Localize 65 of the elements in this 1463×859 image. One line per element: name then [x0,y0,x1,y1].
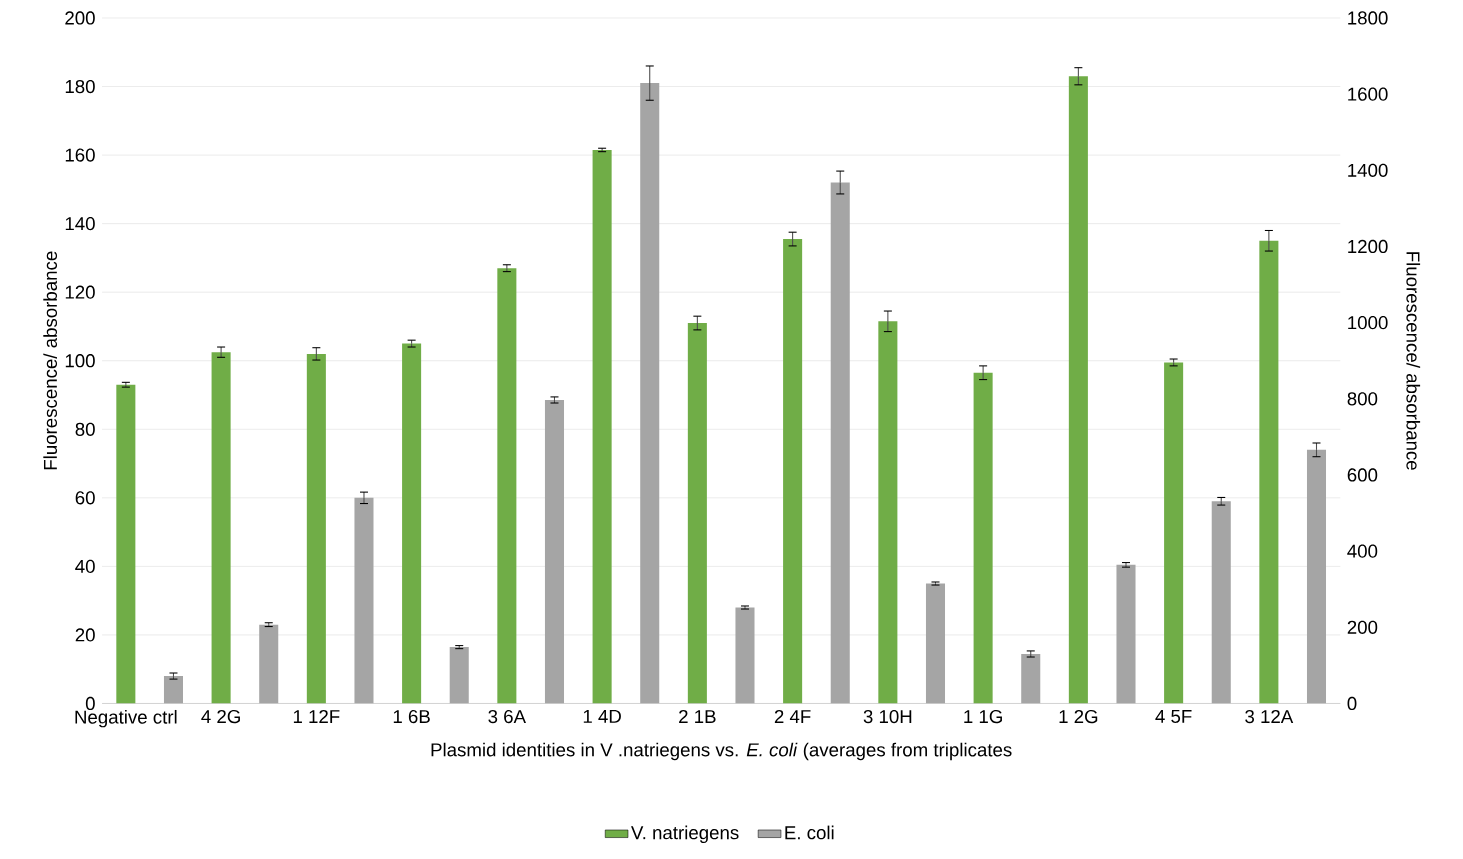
bar [973,372,993,704]
bar [354,497,374,704]
y2-tick-label: 1400 [1348,163,1388,178]
bar [1211,501,1231,704]
y2-tick-label: 1000 [1348,316,1388,330]
legend-label: V. natriegens [631,825,739,844]
x-tick-label: 2 4F [774,710,811,724]
y2-tick-label: 400 [1347,544,1378,558]
bar [259,624,279,704]
x-tick-label: 1 12F [293,710,340,724]
x-tick-label: 4 2G [201,710,240,724]
bar [687,323,707,704]
y-tick-label: 200 [65,11,95,25]
y2-tick-label: 200 [1347,620,1378,635]
y-tick-label: 160 [65,148,95,162]
bar [163,676,183,704]
bar [592,150,612,704]
x-axis-title: Plasmid identities in V .natriegens vs. E. coli (averages from triplicates [431,742,1012,761]
bar [1021,654,1041,704]
x-tick-label: Negative ctrl [75,710,177,728]
bar [830,182,850,704]
bar [211,352,231,704]
y-tick-label: 180 [65,79,95,94]
bar [449,647,469,704]
bar [116,384,136,704]
y-tick-label: 60 [75,491,95,505]
bar [402,343,422,704]
x-tick-label: 2 1B [679,710,716,724]
bar [544,400,565,704]
bar [497,268,517,704]
bar [1164,362,1184,704]
bar [735,607,755,704]
bar [640,83,660,704]
bar [878,321,898,704]
y-tick-label: 140 [65,217,95,231]
y2-axis-title: Fluorescence/ absorbance [1406,252,1421,470]
x-tick-label: 1 4D [583,710,621,723]
y-tick-label: 100 [65,354,95,368]
y-tick-label: 80 [75,422,95,436]
y2-tick-label: 800 [1347,392,1378,406]
y2-tick-label: 600 [1347,468,1378,482]
bar [925,583,946,704]
bar [1306,449,1327,704]
y2-tick-label: 1600 [1348,87,1388,101]
x-tick-label: 1 2G [1059,710,1098,724]
x-tick-label: 4 5F [1155,710,1192,724]
y2-tick-label: 1800 [1348,11,1388,25]
y-tick-label: 120 [65,285,95,299]
y-tick-label: 20 [75,628,95,642]
x-tick-label: 3 10H [863,710,912,724]
y-tick-label: 0 [85,696,95,711]
x-tick-label: 3 12A [1245,710,1294,724]
bar [1259,240,1279,704]
bar [306,353,326,704]
x-tick-label: 3 6A [488,710,527,724]
legend-label: E. coli [785,825,834,840]
bar [783,239,803,704]
x-tick-label: 1 1G [964,710,1002,724]
y-axis-title: Fluorescence/ absorbance [43,251,58,470]
y2-tick-label: 1200 [1348,239,1388,254]
bar [1068,76,1088,704]
y-tick-label: 40 [75,559,95,574]
y2-tick-label: 0 [1347,696,1357,711]
x-tick-label: 1 6B [393,710,430,724]
bar [1116,564,1136,704]
